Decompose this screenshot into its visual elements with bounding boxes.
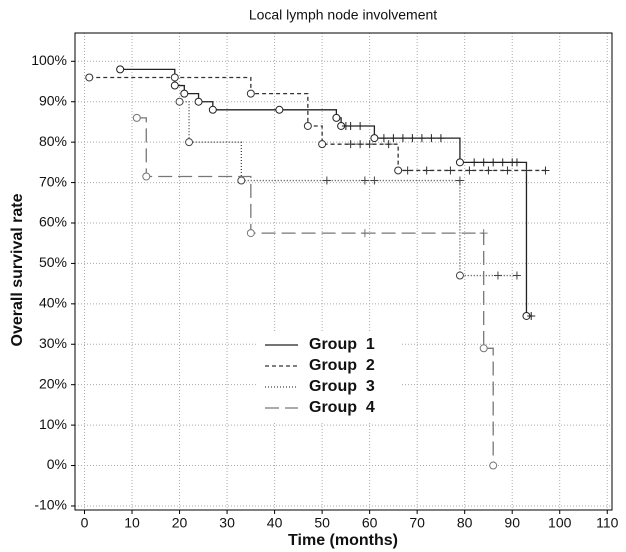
censor-mark [541,166,550,175]
event-point [303,121,312,130]
x-axis-title: Time (months) [288,532,398,549]
y-tick-label: 50% [39,254,67,270]
censor-mark [436,134,445,143]
survival-step-line [120,68,532,317]
censor-mark [465,166,474,175]
event-point [85,73,94,82]
censor-mark [493,271,502,280]
x-tick-label: 40 [267,515,283,531]
censor-mark [522,166,531,175]
x-tick-label: 20 [172,515,188,531]
event-point [185,138,194,147]
y-tick-label: 60% [39,214,67,230]
x-tick-label: 50 [314,515,330,531]
x-tick-label: 30 [219,515,235,531]
event-point [116,65,125,74]
x-tick-label: 90 [504,515,520,531]
event-point [275,105,284,114]
y-tick-label: -10% [34,497,67,513]
event-point [246,89,255,98]
censor-mark [470,158,479,167]
event-point [170,81,179,90]
event-point [455,158,464,167]
censor-mark [503,166,512,175]
y-tick-label: 30% [39,335,67,351]
legend-box [258,333,400,421]
censor-mark [427,134,436,143]
censor-mark [446,166,455,175]
censor-mark [527,311,536,320]
censor-mark [398,134,407,143]
censor-mark [512,271,521,280]
censor-mark [455,176,464,185]
censor-mark [356,121,365,130]
legend-label: Group 2 [309,357,375,374]
event-point [132,113,141,122]
x-tick-label: 100 [548,515,572,531]
censor-mark [370,176,379,185]
plot-frame [74,32,613,511]
censor-mark [384,140,393,149]
event-point [142,172,151,181]
event-point [455,271,464,280]
y-tick-label: 100% [31,52,67,68]
x-tick-label: 80 [457,515,473,531]
event-point [175,97,184,106]
x-tick-label: 10 [124,515,140,531]
censor-mark [356,140,365,149]
legend-label: Group 4 [309,399,375,416]
event-point [370,134,379,143]
censor-mark [403,166,412,175]
y-tick-label: 0% [47,456,67,472]
x-tick-label: 110 [596,515,619,531]
y-tick-label: 40% [39,295,67,311]
censor-mark [360,176,369,185]
chart-title: Local lymph node involvement [249,7,437,23]
event-point [208,105,217,114]
censor-mark [512,158,521,167]
x-tick-label: 70 [409,515,425,531]
event-point [394,166,403,175]
event-point [194,97,203,106]
censor-mark [360,229,369,238]
censor-mark [365,140,374,149]
survival-step-line [179,101,517,277]
censor-mark [479,229,488,238]
event-point [318,140,327,149]
event-point [479,344,488,353]
event-point [170,73,179,82]
censor-mark [484,166,493,175]
censor-mark [422,166,431,175]
x-tick-label: 0 [81,515,89,531]
event-point [489,461,498,470]
censor-mark [498,158,507,167]
censor-mark [408,134,417,143]
censor-mark [346,121,355,130]
censor-mark [322,176,331,185]
censor-mark [479,158,488,167]
event-point [180,89,189,98]
y-tick-label: 70% [39,173,67,189]
event-point [237,176,246,185]
censor-mark [346,140,355,149]
survival-step-line [89,76,546,172]
censor-mark [489,158,498,167]
censor-mark [417,134,426,143]
event-point [332,113,341,122]
event-point [246,229,255,238]
x-tick-label: 60 [362,515,378,531]
y-tick-label: 20% [39,375,67,391]
legend-label: Group 1 [309,336,375,353]
y-tick-label: 80% [39,133,67,149]
y-axis-title: Overall survival rate [9,193,26,346]
y-tick-label: 10% [39,416,67,432]
censor-mark [379,134,388,143]
y-tick-label: 90% [39,92,67,108]
legend-label: Group 3 [309,378,375,395]
censor-mark [389,134,398,143]
